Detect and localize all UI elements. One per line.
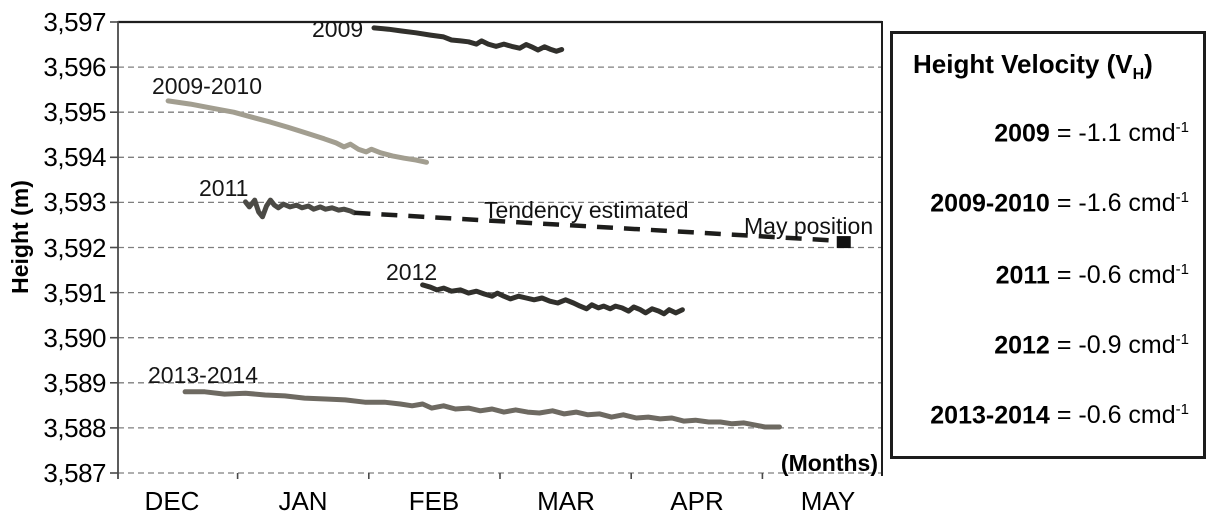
x-tick-label: MAY <box>800 486 856 516</box>
series-label-2013-2014: 2013-2014 <box>148 362 258 388</box>
legend-title: Height Velocity (VH) <box>913 49 1153 84</box>
y-tick-label: 3,590 <box>43 323 106 353</box>
legend-entry-exponent: -1 <box>1175 261 1189 278</box>
series-line-2012 <box>420 282 685 317</box>
y-tick-label: 3,593 <box>43 187 106 217</box>
legend-entry-value: = -0.6 cmd <box>1056 401 1176 430</box>
legend-entry-value: = -0.9 cmd <box>1056 331 1176 360</box>
legend: Height Velocity (VH) 2009 = -1.1 cmd-1 20… <box>890 31 1206 459</box>
legend-entry-2013-2014: 2013-2014 = -0.6 cmd-1 <box>930 401 1189 430</box>
y-tick-label: 3,592 <box>43 233 106 263</box>
series-label-2011: 2011 <box>199 175 249 201</box>
x-tick-label: MAR <box>537 486 595 516</box>
x-tick-label: APR <box>670 486 724 516</box>
y-axis-title: Height (m) <box>7 180 33 294</box>
x-tick-label: DEC <box>144 486 200 516</box>
legend-entry-exponent: -1 <box>1175 401 1189 418</box>
legend-entry-exponent: -1 <box>1175 189 1189 206</box>
legend-entry-year: 2009-2010 <box>930 189 1050 218</box>
may-position-label: May position <box>744 213 874 239</box>
legend-entry-value: = -1.1 cmd <box>1056 119 1176 148</box>
y-tick-label: 3,597 <box>43 7 106 37</box>
y-tick-label: 3,589 <box>43 368 106 398</box>
y-tick-label: 3,588 <box>43 413 106 443</box>
legend-entry-2009: 2009 = -1.1 cmd-1 <box>994 119 1189 148</box>
legend-entry-exponent: -1 <box>1175 119 1189 136</box>
legend-entry-year: 2012 <box>994 331 1050 360</box>
legend-entry-2012: 2012 = -0.9 cmd-1 <box>994 331 1189 360</box>
legend-entry-2009-2010: 2009-2010 = -1.6 cmd-1 <box>930 189 1189 218</box>
series-label-2012: 2012 <box>386 259 438 285</box>
y-tick-label: 3,587 <box>43 458 106 488</box>
series-line-2011 <box>243 197 357 220</box>
series-label-2009: 2009 <box>312 16 364 42</box>
legend-entry-2011: 2011 = -0.6 cmd-1 <box>996 261 1189 290</box>
series-line-2009-2010 <box>165 98 429 165</box>
legend-entry-value: = -1.6 cmd <box>1056 189 1176 218</box>
series-label-2009-2010: 2009-2010 <box>152 73 262 99</box>
may-position-marker <box>836 236 851 249</box>
legend-entry-value: = -0.6 cmd <box>1056 261 1176 290</box>
y-tick-label: 3,595 <box>43 97 106 127</box>
legend-entry-exponent: -1 <box>1175 331 1189 348</box>
series-line-2009 <box>371 25 565 54</box>
legend-entry-year: 2009 <box>994 119 1050 148</box>
legend-title-subscript: H <box>1132 66 1145 84</box>
legend-title-close: ) <box>1144 49 1153 79</box>
legend-entry-year: 2013-2014 <box>930 401 1050 430</box>
legend-entry-year: 2011 <box>995 261 1050 290</box>
x-tick-label: JAN <box>278 486 328 516</box>
x-axis-title: (Months) <box>780 450 878 476</box>
legend-title-text: Height Velocity (V <box>913 49 1133 79</box>
series-line-2013-2014 <box>182 389 782 430</box>
y-tick-label: 3,596 <box>43 52 106 82</box>
x-tick-label: FEB <box>408 486 460 516</box>
y-tick-label: 3,594 <box>43 142 106 172</box>
tendency-estimated-label: Tendency estimated <box>484 197 689 223</box>
y-tick-label: 3,591 <box>43 278 106 308</box>
